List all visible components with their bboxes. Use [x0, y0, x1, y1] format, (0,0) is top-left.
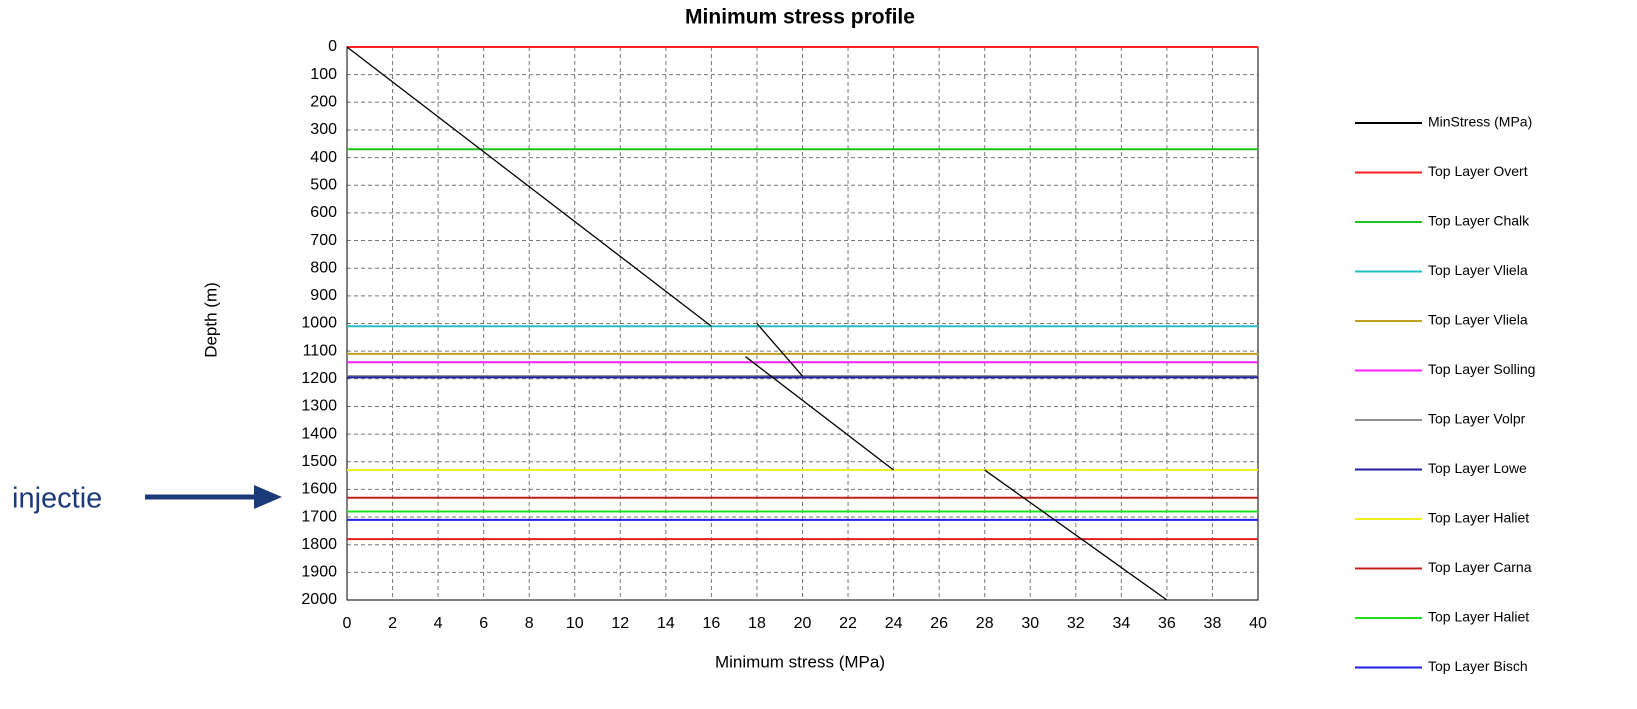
- y-tick-label: 1200: [301, 370, 337, 387]
- series-line: [346, 46, 1168, 601]
- x-tick-label: 2: [388, 615, 397, 632]
- y-tick-label: 700: [310, 232, 337, 249]
- x-tick-label: 0: [343, 615, 352, 632]
- x-axis-label: Minimum stress (MPa): [715, 652, 885, 671]
- y-tick-label: 1000: [301, 315, 337, 332]
- legend-label: Top Layer Solling: [1428, 361, 1535, 377]
- x-tick-label: 40: [1249, 615, 1267, 632]
- y-tick-label: 2000: [301, 591, 337, 608]
- y-tick-label: 1100: [303, 342, 338, 359]
- y-tick-label: 1800: [301, 536, 337, 553]
- x-tick-label: 26: [930, 615, 948, 632]
- legend-label: Top Layer Lowe: [1428, 460, 1527, 476]
- y-tick-label: 500: [310, 176, 337, 193]
- x-tick-label: 34: [1112, 615, 1130, 632]
- legend-label: MinStress (MPa): [1428, 114, 1532, 130]
- legend-label: Top Layer Haliet: [1428, 609, 1529, 625]
- x-tick-label: 28: [976, 615, 994, 632]
- legend-label: Top Layer Volpr: [1428, 411, 1526, 427]
- y-tick-label: 1300: [301, 398, 337, 415]
- x-tick-label: 24: [885, 615, 903, 632]
- legend-label: Top Layer Carna: [1428, 559, 1532, 575]
- y-tick-label: 100: [310, 66, 337, 83]
- legend-label: Top Layer Bisch: [1428, 658, 1528, 674]
- y-tick-label: 1500: [301, 453, 337, 470]
- y-tick-label: 1900: [301, 564, 337, 581]
- y-tick-label: 200: [310, 94, 337, 111]
- x-tick-label: 4: [434, 615, 443, 632]
- y-tick-label: 300: [310, 121, 337, 138]
- x-tick-label: 14: [657, 615, 675, 632]
- y-tick-label: 900: [310, 287, 337, 304]
- y-tick-label: 1600: [301, 481, 337, 498]
- x-tick-label: 22: [839, 615, 857, 632]
- y-tick-label: 1400: [301, 425, 337, 442]
- x-tick-label: 38: [1204, 615, 1222, 632]
- y-tick-label: 400: [310, 149, 337, 166]
- x-tick-label: 12: [611, 615, 629, 632]
- legend-label: Top Layer Haliet: [1428, 510, 1529, 526]
- legend-label: Top Layer Vliela: [1428, 262, 1528, 278]
- arrow-head: [254, 485, 282, 509]
- legend-label: Top Layer Overt: [1428, 163, 1528, 179]
- x-tick-label: 16: [703, 615, 721, 632]
- y-tick-label: 0: [328, 38, 337, 55]
- x-tick-label: 6: [479, 615, 488, 632]
- y-axis-label: Depth (m): [201, 282, 220, 358]
- x-tick-label: 20: [794, 615, 812, 632]
- chart-title: Minimum stress profile: [685, 6, 915, 29]
- x-tick-label: 30: [1021, 615, 1039, 632]
- annotation: injectie: [12, 483, 102, 515]
- x-tick-label: 18: [748, 615, 766, 632]
- legend-label: Top Layer Vliela: [1428, 312, 1528, 328]
- x-tick-label: 36: [1158, 615, 1176, 632]
- y-tick-label: 600: [310, 204, 337, 221]
- y-tick-label: 800: [310, 259, 337, 276]
- legend-label: Top Layer Chalk: [1428, 213, 1530, 229]
- x-tick-label: 8: [525, 615, 534, 632]
- x-tick-label: 10: [566, 615, 584, 632]
- y-tick-label: 1700: [301, 508, 337, 525]
- x-tick-label: 32: [1067, 615, 1085, 632]
